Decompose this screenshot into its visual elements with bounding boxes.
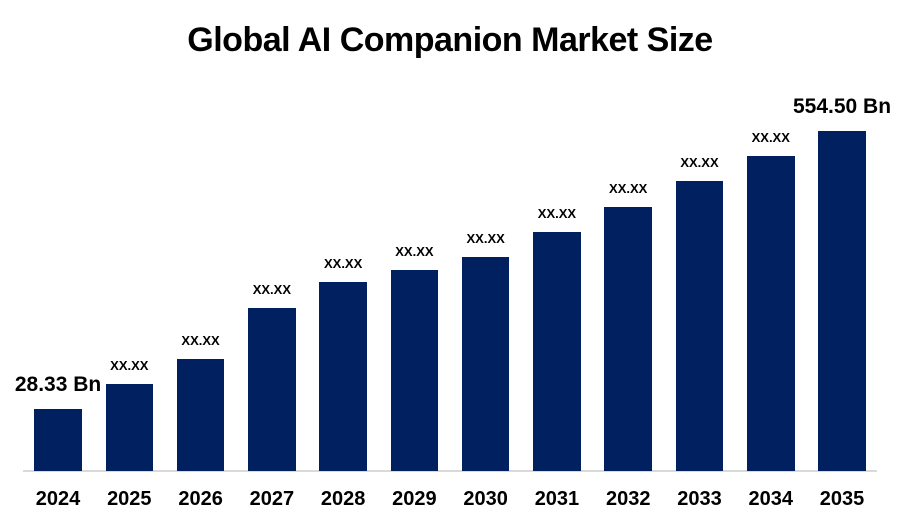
x-tick-label: 2034 (748, 488, 794, 510)
bar-group-2026: XX.XX 2026 (176, 333, 225, 510)
bar-group-2024: 28.33 Bn 2024 (15, 373, 101, 510)
x-axis-line (23, 470, 877, 472)
bar-group-2028: XX.XX 2028 (319, 256, 367, 510)
bar-value-label: XX.XX (323, 256, 363, 271)
bar-group-2034: XX.XX 2034 (747, 130, 795, 510)
bar-value-label: XX.XX (680, 155, 719, 170)
x-tick-label: 2025 (107, 488, 152, 510)
bar-2026 (176, 359, 225, 471)
bar-group-2032: XX.XX 2032 (604, 181, 652, 510)
bar-group-2035: 554.50 Bn 2035 (793, 95, 891, 510)
bar-value-label: XX.XX (110, 358, 149, 373)
bar-value-label: 554.50 Bn (792, 95, 892, 118)
bar-value-label: XX.XX (466, 231, 505, 246)
x-tick-label: 2028 (320, 488, 366, 510)
bar-group-2025: XX.XX 2025 (105, 358, 154, 510)
bar-2035 (818, 131, 866, 471)
bar-value-label: XX.XX (395, 244, 434, 259)
x-tick-label: 2031 (534, 488, 580, 510)
bar-value-label: 28.33 Bn (14, 373, 102, 396)
bar-value-label: XX.XX (751, 130, 790, 145)
x-tick-label: 2033 (677, 488, 722, 510)
chart-title: Global AI Companion Market Size (187, 21, 713, 59)
x-tick-label: 2032 (605, 488, 651, 510)
bar-group-2030: XX.XX 2030 (461, 231, 510, 510)
bar-2033 (675, 181, 724, 471)
bar-2028 (319, 282, 367, 471)
x-tick-label: 2029 (392, 488, 437, 510)
bar-group-2027: XX.XX 2027 (248, 282, 296, 510)
bar-2027 (248, 308, 296, 471)
x-tick-label: 2030 (463, 488, 508, 510)
bar-2034 (747, 156, 795, 471)
bar-2031 (533, 232, 581, 471)
bar-2032 (604, 207, 652, 471)
bar-value-label: XX.XX (252, 282, 292, 297)
bar-value-label: XX.XX (609, 181, 648, 196)
bar-2030 (461, 257, 510, 471)
bar-group-2033: XX.XX 2033 (675, 155, 724, 510)
bar-2029 (390, 270, 439, 471)
x-tick-label: 2024 (35, 488, 81, 510)
bar-2025 (105, 384, 154, 471)
bar-group-2031: XX.XX 2031 (533, 206, 581, 510)
bar-2024 (34, 409, 82, 471)
x-tick-label: 2035 (819, 488, 865, 510)
bar-value-label: XX.XX (537, 206, 577, 221)
bar-value-label: XX.XX (181, 333, 220, 348)
x-tick-label: 2027 (249, 488, 295, 510)
x-tick-label: 2026 (178, 488, 223, 510)
bar-group-2029: XX.XX 2029 (390, 244, 439, 510)
